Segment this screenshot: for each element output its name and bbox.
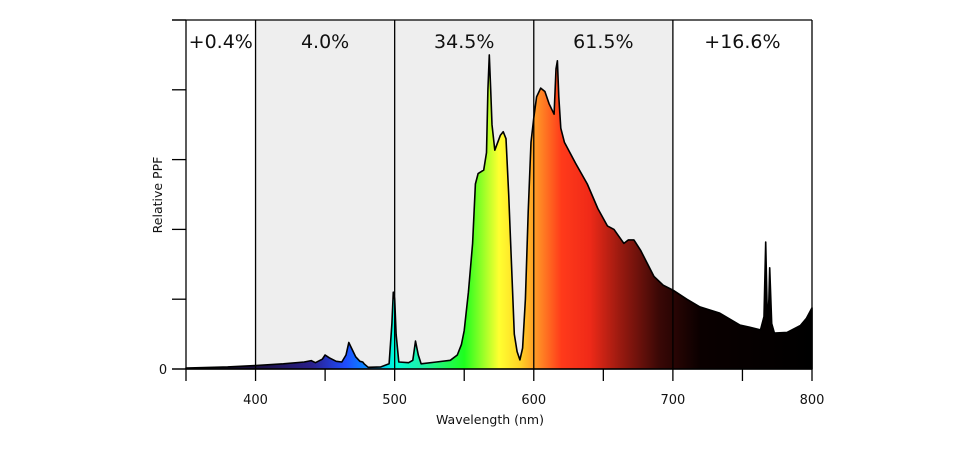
band-percent-label: +0.4% bbox=[189, 31, 253, 53]
x-tick-label: 700 bbox=[660, 393, 685, 408]
x-tick-label: 600 bbox=[521, 393, 546, 408]
x-tick-label: 400 bbox=[243, 393, 268, 408]
band-percent-label: 61.5% bbox=[573, 31, 633, 53]
spectrum-area bbox=[185, 54, 813, 370]
x-tick-label: 500 bbox=[382, 393, 407, 408]
band-shade bbox=[255, 20, 395, 369]
band-percent-label: 4.0% bbox=[301, 31, 349, 53]
x-tick-label: 800 bbox=[800, 393, 825, 408]
band-labels: +0.4% 4.0% 34.5% 61.5% +16.6% bbox=[189, 31, 781, 53]
y-axis-title: Relative PPF bbox=[150, 157, 165, 234]
band-percent-label: 34.5% bbox=[434, 31, 494, 53]
band-percent-label: +16.6% bbox=[704, 31, 780, 53]
y-tick-label: 0 bbox=[159, 363, 167, 378]
axes: 400 500 600 700 800 0 bbox=[159, 19, 825, 408]
x-axis-title: Wavelength (nm) bbox=[436, 412, 544, 427]
